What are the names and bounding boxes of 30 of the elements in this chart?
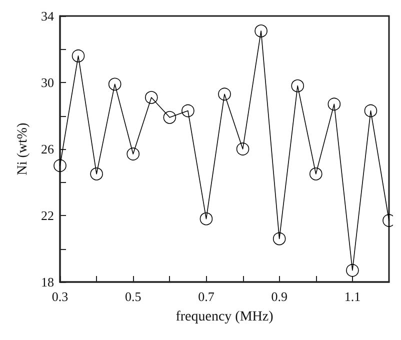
point [54,159,66,172]
point [254,24,268,38]
point [145,91,158,104]
x-tick-label: 0.7 [198,289,215,304]
y-axis-title: Ni (wt%) [16,122,30,176]
point [346,264,359,277]
x-tick-label: 1.1 [344,289,361,304]
point [72,50,85,62]
point [291,79,304,92]
point [126,148,140,160]
point [328,98,341,111]
x-axis-title: frequency (MHz) [176,310,274,324]
point [236,142,250,156]
point [218,88,231,101]
point [364,104,378,118]
y-tick-label: 18 [41,274,54,290]
point [108,78,122,91]
point [90,168,103,180]
point [272,232,286,246]
x-tick-label: 0.9 [271,289,288,304]
point [310,168,322,180]
y-tick-label: 22 [41,208,54,223]
point [200,212,213,226]
x-tick-label: 0.3 [52,289,68,304]
point [163,111,176,124]
x-tick-label: 0.5 [124,289,142,304]
y-tick-label: 30 [41,75,54,90]
y-tick-label: 26 [41,142,54,156]
y-tick-label: 34 [41,8,54,24]
point [182,104,194,118]
